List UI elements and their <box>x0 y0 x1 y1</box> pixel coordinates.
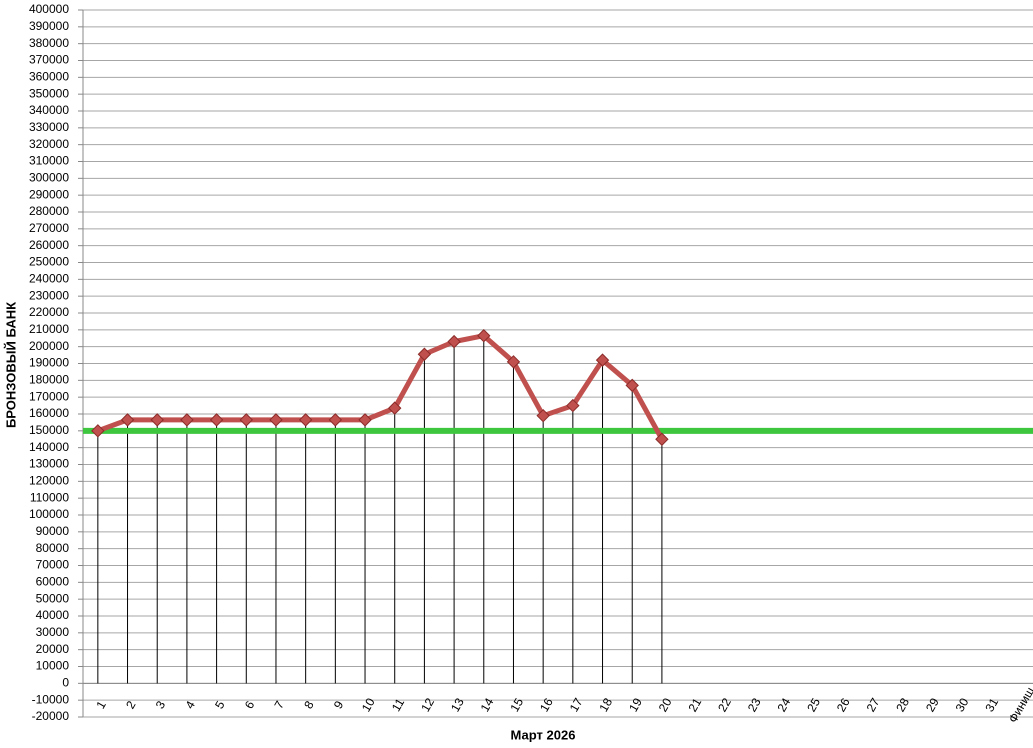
x-tick-label: 18 <box>596 695 615 714</box>
marker <box>388 401 402 415</box>
y-tick-label: 310000 <box>29 154 69 168</box>
y-tick-label: 370000 <box>29 53 69 67</box>
y-tick-label: 330000 <box>29 120 69 134</box>
y-tick-label: 390000 <box>29 19 69 33</box>
x-tick-label: 16 <box>537 695 556 714</box>
marker <box>209 413 224 427</box>
y-tick-label: 10000 <box>36 659 70 673</box>
marker <box>358 413 372 427</box>
x-tick-label: 10 <box>359 695 378 714</box>
marker <box>417 347 432 361</box>
y-tick-label: 210000 <box>29 322 69 336</box>
x-tick-label: 27 <box>864 695 883 714</box>
series-line <box>96 333 665 441</box>
marker <box>595 353 610 367</box>
x-tick-label: 21 <box>685 695 704 714</box>
marker <box>625 378 639 393</box>
y-tick-label: 290000 <box>29 187 69 201</box>
y-tick-label: 140000 <box>29 440 69 454</box>
y-tick-label: 0 <box>62 676 69 690</box>
y-tick-label: 340000 <box>29 103 69 117</box>
marker <box>180 413 194 427</box>
x-tick-label: 11 <box>389 696 408 714</box>
x-tick-label: 24 <box>775 695 794 714</box>
y-tick-label: 170000 <box>29 389 69 403</box>
y-tick-label: -20000 <box>32 709 70 723</box>
y-tick-label: 220000 <box>29 305 69 319</box>
y-tick-label: 30000 <box>36 625 70 639</box>
y-tick-label: 350000 <box>29 86 69 100</box>
marker <box>477 329 491 343</box>
x-tick-label: 13 <box>448 695 467 714</box>
marker <box>566 398 580 413</box>
y-tick-label: 70000 <box>36 558 70 572</box>
x-tick-label: 19 <box>626 695 645 714</box>
y-tick-label: 20000 <box>36 642 70 656</box>
y-tick-label: 130000 <box>29 457 69 471</box>
y-tick-label: 40000 <box>36 608 70 622</box>
x-tick-label: 22 <box>715 695 734 714</box>
marker <box>120 413 135 427</box>
y-tick-label: 110000 <box>30 490 69 504</box>
y-tick-label: 230000 <box>29 288 69 302</box>
marker <box>91 424 105 438</box>
marker <box>150 413 164 427</box>
x-tick-label: 25 <box>804 695 823 714</box>
x-tick-label: 12 <box>418 695 437 714</box>
x-tick-label: 20 <box>656 695 675 714</box>
y-tick-label: 90000 <box>36 524 70 538</box>
y-tick-label: 190000 <box>29 356 69 370</box>
marker <box>536 408 550 423</box>
marker <box>239 413 253 427</box>
y-tick-label: 100000 <box>29 507 69 521</box>
marker <box>328 413 343 427</box>
x-tick-label: 14 <box>478 695 497 714</box>
x-tick-label: 15 <box>507 695 526 714</box>
y-tick-label: 180000 <box>29 373 69 387</box>
y-tick-label: -10000 <box>32 692 70 706</box>
x-tick-label: Финиш <box>1006 685 1033 726</box>
x-tick-label: 29 <box>923 695 942 714</box>
x-tick-label: 26 <box>834 695 853 714</box>
marker <box>506 355 521 369</box>
marker <box>447 334 461 349</box>
marker <box>269 413 283 427</box>
y-tick-label: 120000 <box>29 474 69 488</box>
y-tick-label: 360000 <box>29 70 69 84</box>
y-tick-label: 80000 <box>36 541 70 555</box>
y-tick-label: 380000 <box>29 36 69 50</box>
y-tick-label: 160000 <box>29 406 69 420</box>
y-tick-label: 50000 <box>36 591 70 605</box>
y-tick-label: 400000 <box>29 2 69 16</box>
y-tick-label: 270000 <box>29 221 69 235</box>
y-axis-label: БРОНЗОВЫЙ БАНК <box>3 302 18 428</box>
y-tick-label: 300000 <box>29 171 69 185</box>
x-tick-label: 31 <box>982 695 1001 714</box>
marker <box>655 432 669 446</box>
y-tick-label: 320000 <box>29 137 69 151</box>
y-tick-label: 280000 <box>29 204 69 218</box>
y-tick-label: 200000 <box>29 339 69 353</box>
y-tick-label: 240000 <box>29 272 69 286</box>
marker <box>298 413 313 427</box>
y-tick-label: 60000 <box>36 575 70 589</box>
x-axis-label: Март 2026 <box>511 727 576 742</box>
x-tick-label: 17 <box>567 695 586 714</box>
x-tick-label: 23 <box>745 695 764 714</box>
y-tick-label: 260000 <box>29 238 69 252</box>
y-tick-label: 250000 <box>29 255 69 269</box>
x-tick-label: 30 <box>953 695 972 714</box>
x-tick-label: 28 <box>893 695 912 714</box>
y-tick-label: 150000 <box>29 423 69 437</box>
